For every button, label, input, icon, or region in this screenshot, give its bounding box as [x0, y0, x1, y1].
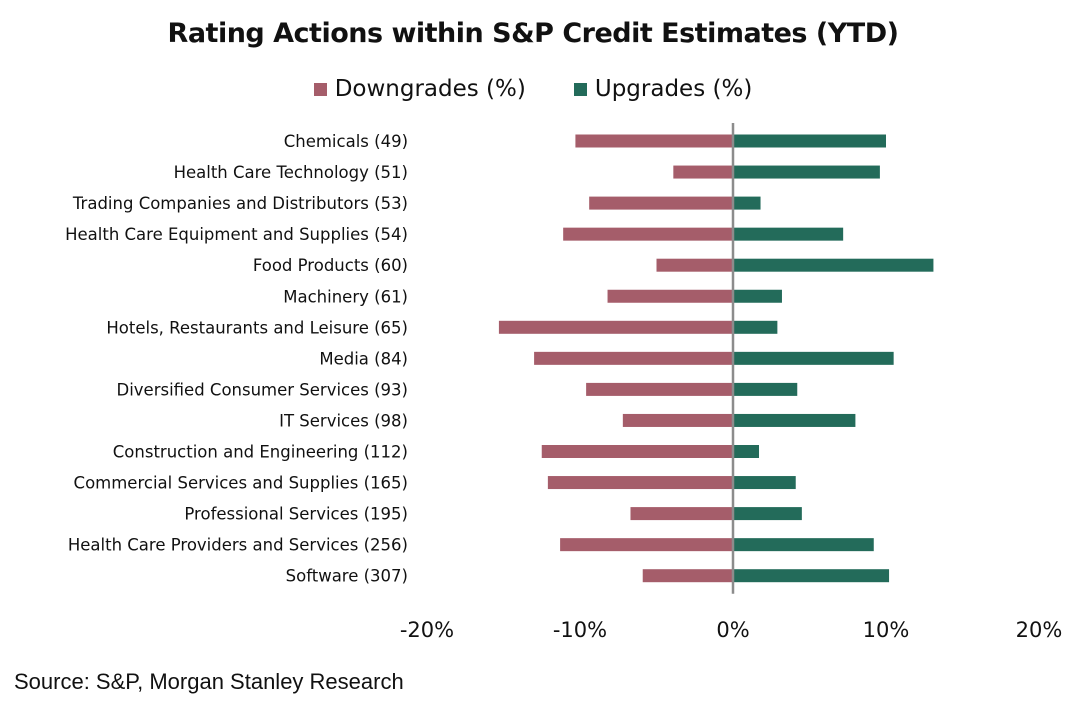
category-label: Food Products (60): [253, 256, 408, 275]
category-label: Trading Companies and Distributors (53): [72, 194, 408, 213]
upgrade-bar: [733, 196, 761, 210]
downgrade-bar: [541, 445, 733, 458]
upgrade-bar: [733, 569, 890, 583]
legend-item-downgrades: Downgrades (%): [313, 76, 526, 102]
category-label: Health Care Providers and Services (256): [68, 536, 408, 555]
category-label: Construction and Engineering (112): [113, 443, 408, 462]
downgrade-bar: [534, 351, 733, 365]
downgrade-bar: [656, 258, 733, 272]
category-label: IT Services (98): [279, 411, 408, 430]
downgrade-bar: [622, 413, 733, 427]
legend-item-upgrades: Upgrades (%): [573, 76, 753, 102]
x-tick-label: 0%: [716, 618, 749, 642]
legend-label-downgrades: Downgrades (%): [334, 76, 526, 102]
chart-title: Rating Actions within S&P Credit Estimat…: [167, 18, 899, 49]
category-label: Hotels, Restaurants and Leisure (65): [106, 318, 408, 337]
upgrade-bar: [733, 413, 856, 427]
x-tick-label: 10%: [863, 618, 910, 642]
category-label: Media (84): [319, 349, 408, 368]
downgrade-bar: [630, 507, 733, 521]
upgrade-bar: [733, 134, 886, 148]
category-label: Machinery (61): [283, 287, 408, 306]
upgrade-bar: [733, 476, 796, 490]
x-tick-label: 20%: [1016, 618, 1063, 642]
downgrade-bar: [673, 165, 733, 179]
downgrade-bar: [498, 320, 733, 334]
upgrade-bar: [733, 351, 894, 365]
upgrade-bar: [733, 227, 844, 241]
upgrade-bar: [733, 320, 778, 334]
upgrade-bar: [733, 445, 760, 458]
category-label: Software (307): [286, 567, 408, 586]
x-tick-label: -20%: [400, 618, 454, 642]
category-label: Professional Services (195): [184, 505, 408, 524]
upgrade-bar: [733, 507, 802, 521]
downgrade-bar: [547, 476, 733, 490]
downgrade-bar: [607, 289, 733, 303]
category-label: Commercial Services and Supplies (165): [74, 474, 408, 493]
legend-label-upgrades: Upgrades (%): [594, 76, 753, 102]
upgrade-bar: [733, 258, 934, 272]
upgrade-bar: [733, 538, 874, 552]
upgrade-bar: [733, 289, 782, 303]
downgrade-bar: [563, 227, 733, 241]
chart-legend: Downgrades (%) Upgrades (%): [0, 76, 1066, 102]
category-label: Chemicals (49): [284, 132, 408, 151]
source-note: Source: S&P, Morgan Stanley Research: [14, 669, 404, 694]
upgrade-bar: [733, 165, 880, 179]
category-label: Health Care Equipment and Supplies (54): [65, 225, 408, 244]
category-label: Diversified Consumer Services (93): [116, 380, 408, 399]
category-label: Health Care Technology (51): [174, 163, 408, 182]
downgrade-bar: [589, 196, 733, 210]
downgrade-bar: [642, 569, 733, 583]
x-tick-label: -10%: [553, 618, 607, 642]
downgrade-bar: [575, 134, 733, 148]
upgrade-bar: [733, 382, 798, 396]
downgrade-bar: [560, 538, 733, 552]
legend-swatch-downgrades: [313, 82, 327, 96]
legend-swatch-upgrades: [573, 82, 587, 96]
downgrade-bar: [586, 382, 733, 396]
